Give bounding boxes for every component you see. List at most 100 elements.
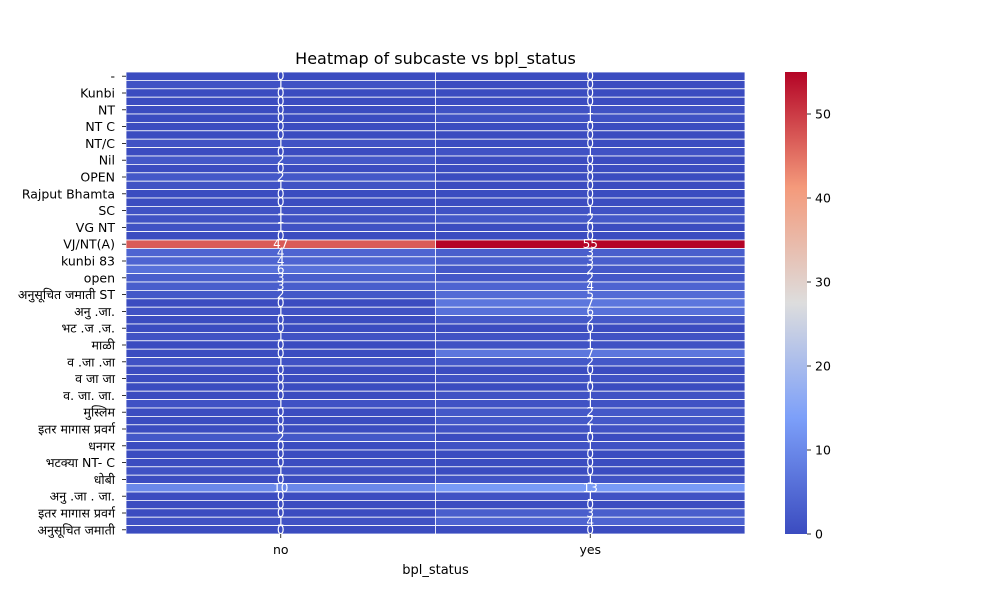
cell-value: 0 [277, 498, 285, 512]
y-tick-label: open [84, 270, 115, 285]
y-tick-label: व. जा. जा. [63, 388, 115, 403]
y-tick-label: इतर मागास प्रवर्ग [38, 422, 116, 437]
cell-value: 0 [277, 489, 285, 503]
cell-value: 0 [586, 195, 594, 209]
cell-value: 1 [586, 145, 594, 159]
cell-value: 1 [586, 330, 594, 344]
cell-value: 1 [586, 472, 594, 486]
cell-value: 2 [586, 414, 594, 428]
y-tick-label: NT C [85, 119, 115, 134]
cell-value: 4 [586, 279, 594, 293]
colorbar-tick-label: 50 [815, 107, 831, 122]
x-axis-label: bpl_status [402, 563, 469, 578]
cell-value: 2 [586, 355, 594, 369]
y-tick-label: इतर मागास प्रवर्ग [38, 506, 116, 521]
cell-value: 0 [586, 498, 594, 512]
cell-value: 0 [586, 363, 594, 377]
cell-value: 3 [586, 254, 594, 268]
y-tick-label: अनु .जा. [74, 304, 115, 320]
cell-value: 0 [277, 414, 285, 428]
y-tick-label: NT [98, 102, 115, 117]
cell-value: 0 [586, 78, 594, 92]
cell-value: 0 [277, 120, 285, 134]
cell-value: 0 [277, 472, 285, 486]
cell-value: 1 [586, 422, 594, 436]
colorbar-tick-label: 10 [815, 443, 831, 458]
x-tick-label: yes [579, 542, 601, 557]
cell-value: 3 [586, 506, 594, 520]
cell-value: 0 [277, 313, 285, 327]
cell-value: 0 [277, 229, 285, 243]
cell-value: 0 [586, 187, 594, 201]
cell-value: 1 [277, 178, 285, 192]
y-tick-label: माळी [92, 338, 116, 353]
cell-value: 0 [586, 523, 594, 537]
cell-value: 0 [277, 380, 285, 394]
cell-value: 1 [277, 304, 285, 318]
cell-value: 3 [586, 246, 594, 260]
cell-value: 0 [277, 422, 285, 436]
y-tick-label: भटक्या NT- C [46, 455, 116, 470]
y-tick-label: Kunbi [80, 86, 115, 101]
cell-value: 1 [586, 338, 594, 352]
chart-title: Heatmap of subcaste vs bpl_status [295, 49, 576, 69]
cell-value: 1 [586, 489, 594, 503]
y-tick-label: मुस्लिम [83, 405, 115, 421]
cell-value: 4 [277, 246, 285, 260]
cell-value: 3 [277, 271, 285, 285]
cell-value: 1 [277, 397, 285, 411]
cell-value: 1 [586, 397, 594, 411]
y-tick-label: व जा जा [75, 371, 116, 386]
heatmap-cells [125, 71, 746, 535]
y-tick-label: OPEN [80, 170, 115, 185]
cell-value-labels: 0 01 00 00 00 10 10 00 01 00 12 00 02 01 00 00 01 11 21 00 0… [273, 69, 598, 537]
cell-value: 13 [583, 481, 598, 495]
y-tick-label: Rajput Bhamta [22, 186, 115, 201]
cell-value: 0 [277, 103, 285, 117]
cell-value: 1 [277, 355, 285, 369]
cell-value: 55 [583, 237, 598, 251]
cell-value: 2 [586, 212, 594, 226]
y-tick-label: - [110, 69, 115, 84]
y-tick-label: kunbi 83 [61, 254, 115, 269]
cell-value: 0 [586, 229, 594, 243]
cell-value: 7 [586, 296, 594, 310]
x-tick-label: no [273, 542, 289, 557]
cell-value: 0 [586, 178, 594, 192]
cell-value: 0 [586, 94, 594, 108]
cell-value: 0 [277, 187, 285, 201]
y-tick-label: अनुसूचित जमाती ST [18, 287, 115, 303]
cell-value: 2 [586, 405, 594, 419]
cell-value: 0 [277, 296, 285, 310]
cell-value: 5 [586, 288, 594, 302]
cell-value: 0 [586, 447, 594, 461]
cell-value: 2 [277, 153, 285, 167]
y-tick-label: SC [98, 203, 115, 218]
cell-value: 0 [277, 405, 285, 419]
cell-value: 0 [277, 372, 285, 386]
cell-value: 2 [277, 430, 285, 444]
cell-value: 6 [586, 304, 594, 318]
colorbar [785, 72, 807, 534]
cell-value: 1 [586, 388, 594, 402]
cell-value: 1 [277, 220, 285, 234]
colorbar-ticks: 0 10 20 30 40 50 [807, 107, 831, 542]
y-tick-label: VG NT [76, 220, 116, 235]
cell-value: 0 [277, 363, 285, 377]
colorbar-tick-label: 20 [815, 359, 831, 374]
cell-value: 2 [586, 262, 594, 276]
y-tick-label: धोबी [94, 472, 116, 487]
y-tick-label: NT/C [85, 136, 115, 151]
cell-value: 47 [273, 237, 288, 251]
cell-value: 0 [586, 136, 594, 150]
cell-value: 0 [277, 128, 285, 142]
cell-value: 0 [277, 94, 285, 108]
cell-value: 0 [586, 162, 594, 176]
cell-value: 0 [277, 523, 285, 537]
cell-value: 1 [277, 136, 285, 150]
cell-value: 0 [586, 153, 594, 167]
cell-value: 1 [277, 464, 285, 478]
cell-value: 0 [586, 464, 594, 478]
cell-value: 0 [586, 128, 594, 142]
